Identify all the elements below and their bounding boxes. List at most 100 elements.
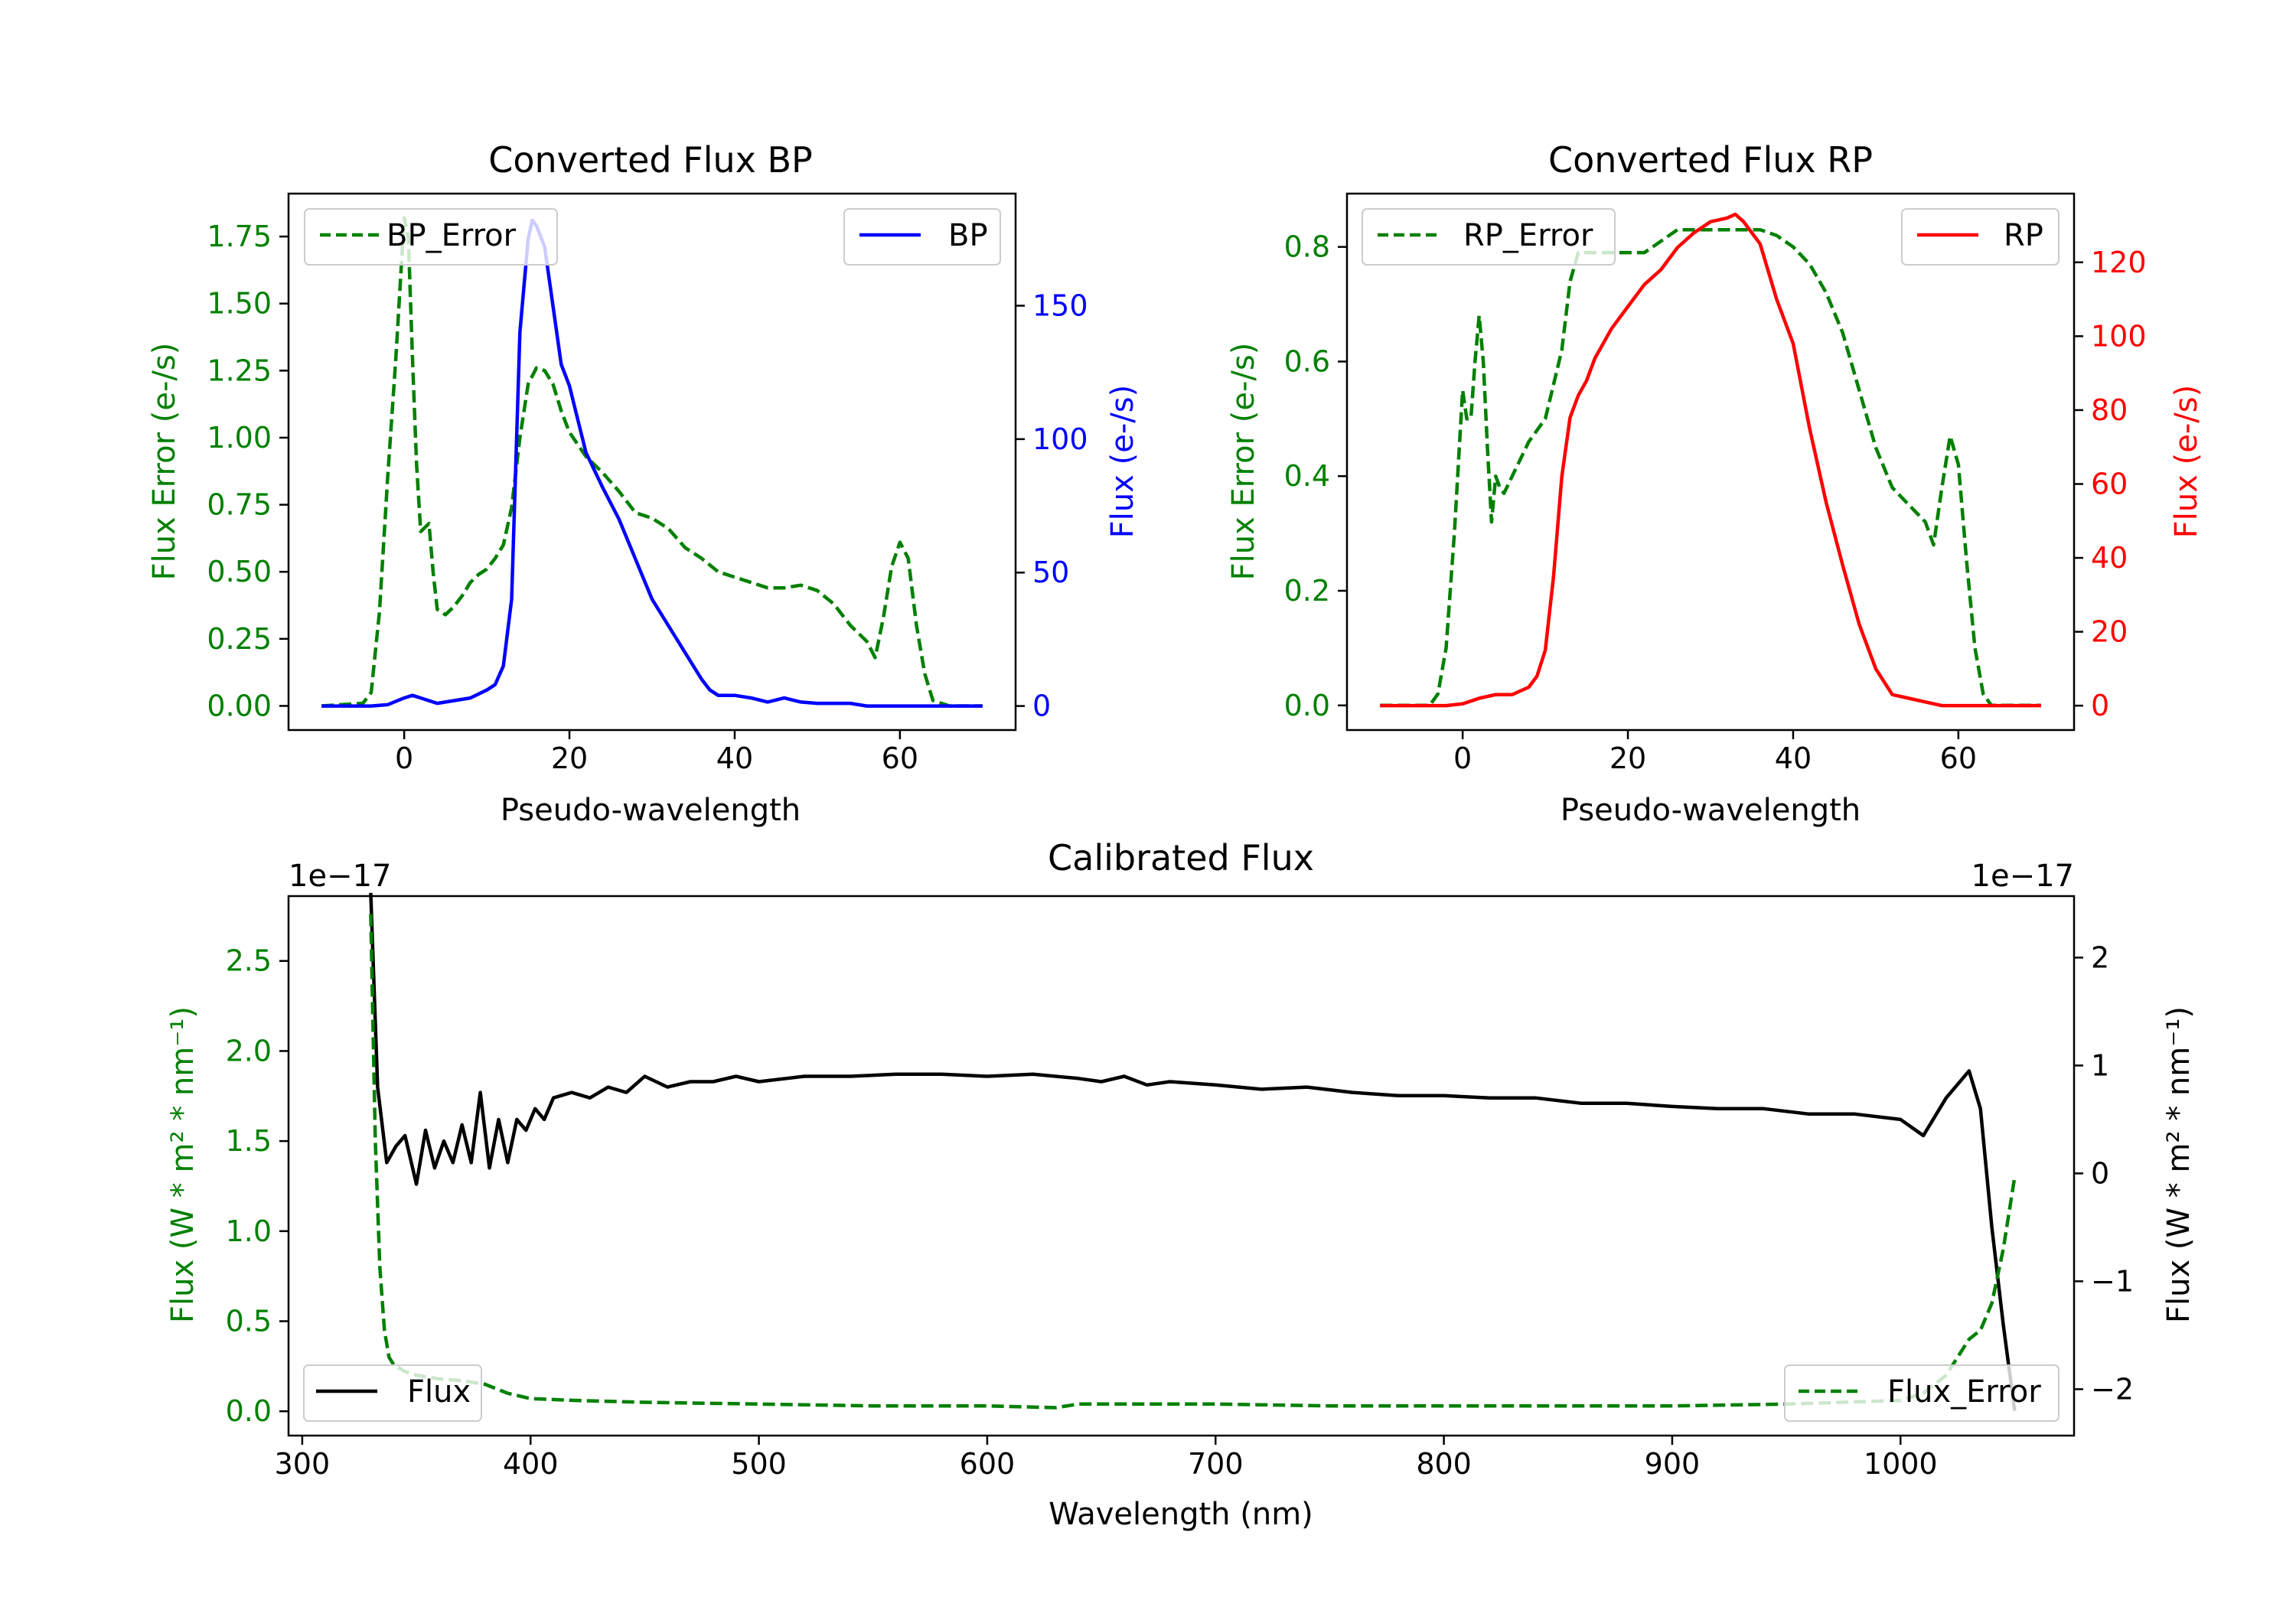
bp-lines <box>321 216 983 708</box>
cal-x-tick-label: 700 <box>1188 1447 1244 1481</box>
rp-lines <box>1380 212 2041 708</box>
rp-right-tick-label: 80 <box>2091 393 2128 427</box>
bp-left-tick-label: 1.50 <box>207 287 272 321</box>
bp-left-tick-label: 1.25 <box>207 354 272 387</box>
bp-x-tick-label: 20 <box>551 742 588 775</box>
rp-left-tick-label: 0.2 <box>1284 574 1330 608</box>
rp-right-axis-label: Flux (e-/s) <box>2169 385 2204 538</box>
cal-right-tick-label: 0 <box>2091 1156 2109 1190</box>
rp-x-ticks: 0 20 40 60 <box>1453 730 1977 775</box>
rp-right-tick-label: 20 <box>2091 615 2128 649</box>
cal-right-offset: 1e−17 <box>1971 859 2074 894</box>
cal-x-ticks: 300 400 500 600 700 800 900 1000 <box>275 1436 1938 1481</box>
bp-frame <box>287 192 1017 732</box>
cal-x-tick-label: 400 <box>503 1447 559 1481</box>
bp-right-tick-label: 50 <box>1032 556 1069 589</box>
cal-x-tick-label: 300 <box>275 1447 331 1481</box>
cal-left-tick-label: 0.0 <box>226 1394 272 1428</box>
cal-left-axis-label: Flux (W * m² * nm⁻¹) <box>165 1006 201 1323</box>
bp-x-label: Pseudo-wavelength <box>501 793 801 828</box>
bp-left-axis-label: Flux Error (e-/s) <box>147 343 182 581</box>
rp-legend-flux-label: RP <box>2004 218 2043 253</box>
rp-left-axis-label: Flux Error (e-/s) <box>1226 343 1261 581</box>
bp-left-ticks: 0.00 0.25 0.50 0.75 1.00 1.25 1.50 1.75 <box>207 220 289 722</box>
cal-legend-flux: Flux <box>303 1364 482 1422</box>
cal-x-tick-label: 600 <box>960 1447 1016 1481</box>
cal-right-tick-label: −1 <box>2091 1264 2134 1298</box>
rp-right-tick-label: 0 <box>2091 689 2109 722</box>
cal-title: Calibrated Flux <box>1048 837 1314 878</box>
cal-x-label: Wavelength (nm) <box>1049 1497 1313 1532</box>
cal-left-tick-label: 0.5 <box>226 1305 272 1338</box>
rp-legend-error: RP_Error <box>1362 208 1616 266</box>
bp-left-tick-label: 0.75 <box>207 488 272 522</box>
cal-series-flux-line <box>369 892 2017 1411</box>
bp-left-tick-label: 0.25 <box>207 622 272 656</box>
rp-left-tick-label: 0.6 <box>1284 344 1330 378</box>
bp-left-tick-label: 0.00 <box>207 689 272 722</box>
rp-series-rp-error-line <box>1380 227 2041 708</box>
bp-x-tick-label: 0 <box>395 742 413 775</box>
rp-frame <box>1345 192 2076 732</box>
cal-legend-error: Flux_Error <box>1784 1364 2060 1422</box>
cal-right-ticks: −2 −1 0 1 2 <box>2074 940 2134 1406</box>
bp-x-ticks: 0 20 40 60 <box>395 730 918 775</box>
cal-legend-flux-label: Flux <box>407 1374 471 1410</box>
cal-frame <box>287 895 2076 1437</box>
bp-right-tick-label: 100 <box>1032 422 1088 456</box>
rp-right-ticks: 0 20 40 60 80 100 120 <box>2074 246 2147 722</box>
rp-legend-flux: RP <box>1901 208 2060 266</box>
bp-series-bp-error-line <box>321 216 983 708</box>
panel-rp: Converted Flux RP 0 20 40 60 0.00.20.40.60.… <box>1226 139 2204 828</box>
rp-x-tick-label: 40 <box>1775 742 1812 775</box>
cal-right-tick-label: −2 <box>2091 1372 2134 1406</box>
bp-legend-flux-label: BP <box>948 218 988 253</box>
bp-right-axis-label: Flux (e-/s) <box>1105 385 1140 538</box>
rp-x-label: Pseudo-wavelength <box>1561 793 1861 828</box>
rp-right-tick-label: 120 <box>2091 246 2147 279</box>
cal-left-tick-label: 1.5 <box>226 1124 272 1158</box>
cal-right-tick-label: 2 <box>2091 940 2109 974</box>
cal-left-tick-label: 2.0 <box>226 1034 272 1068</box>
rp-left-tick-label: 0.0 <box>1284 689 1330 722</box>
cal-left-tick-label: 1.0 <box>226 1214 272 1248</box>
rp-left-tick-label: 0.8 <box>1284 230 1330 264</box>
panel-bp: Converted Flux BP 0 20 40 60 0.000.250.500.… <box>147 139 1140 828</box>
cal-left-tick-label: 2.5 <box>226 944 272 978</box>
rp-title: Converted Flux RP <box>1548 139 1873 181</box>
cal-x-tick-label: 500 <box>731 1447 787 1481</box>
bp-legend-error: BP_Error <box>304 208 558 266</box>
bp-legend-error-label: BP_Error <box>386 218 517 253</box>
rp-right-tick-label: 100 <box>2091 319 2147 353</box>
cal-x-tick-label: 1000 <box>1864 1447 1938 1481</box>
rp-legend-error-label: RP_Error <box>1463 218 1593 253</box>
cal-left-offset: 1e−17 <box>289 859 391 894</box>
rp-right-tick-label: 40 <box>2091 541 2128 575</box>
cal-x-tick-label: 800 <box>1416 1447 1472 1481</box>
rp-x-tick-label: 60 <box>1940 742 1977 775</box>
rp-series-rp-line <box>1380 212 2041 708</box>
rp-x-tick-label: 20 <box>1609 742 1646 775</box>
bp-title: Converted Flux BP <box>488 139 813 181</box>
bp-right-tick-label: 0 <box>1032 689 1051 723</box>
bp-series-bp-line <box>321 218 983 708</box>
bp-left-tick-label: 1.75 <box>207 220 272 253</box>
bp-left-tick-label: 0.50 <box>207 555 272 588</box>
bp-x-tick-label: 60 <box>882 742 918 775</box>
panel-calibrated: Calibrated Flux 1e−17 1e−17 300 400 500 600… <box>165 837 2197 1532</box>
rp-x-tick-label: 0 <box>1453 742 1472 775</box>
rp-right-tick-label: 60 <box>2091 467 2128 500</box>
bp-legend-flux: BP <box>843 208 1001 266</box>
cal-right-tick-label: 1 <box>2091 1048 2109 1082</box>
bp-left-tick-label: 1.00 <box>207 421 272 455</box>
cal-left-ticks: 0.0 0.5 1.0 1.5 2.0 2.5 <box>226 944 289 1428</box>
cal-x-tick-label: 900 <box>1645 1447 1701 1481</box>
bp-right-tick-label: 150 <box>1032 288 1088 322</box>
cal-right-axis-label: Flux (W * m² * nm⁻¹) <box>2161 1006 2197 1323</box>
bp-right-ticks: 0 50 100 150 <box>1016 288 1088 723</box>
rp-left-tick-label: 0.4 <box>1284 459 1330 493</box>
bp-x-tick-label: 40 <box>716 742 753 775</box>
rp-left-ticks: 0.0 0.2 0.4 0.6 0.8 <box>1284 230 1347 722</box>
cal-legend-error-label: Flux_Error <box>1887 1374 2041 1410</box>
